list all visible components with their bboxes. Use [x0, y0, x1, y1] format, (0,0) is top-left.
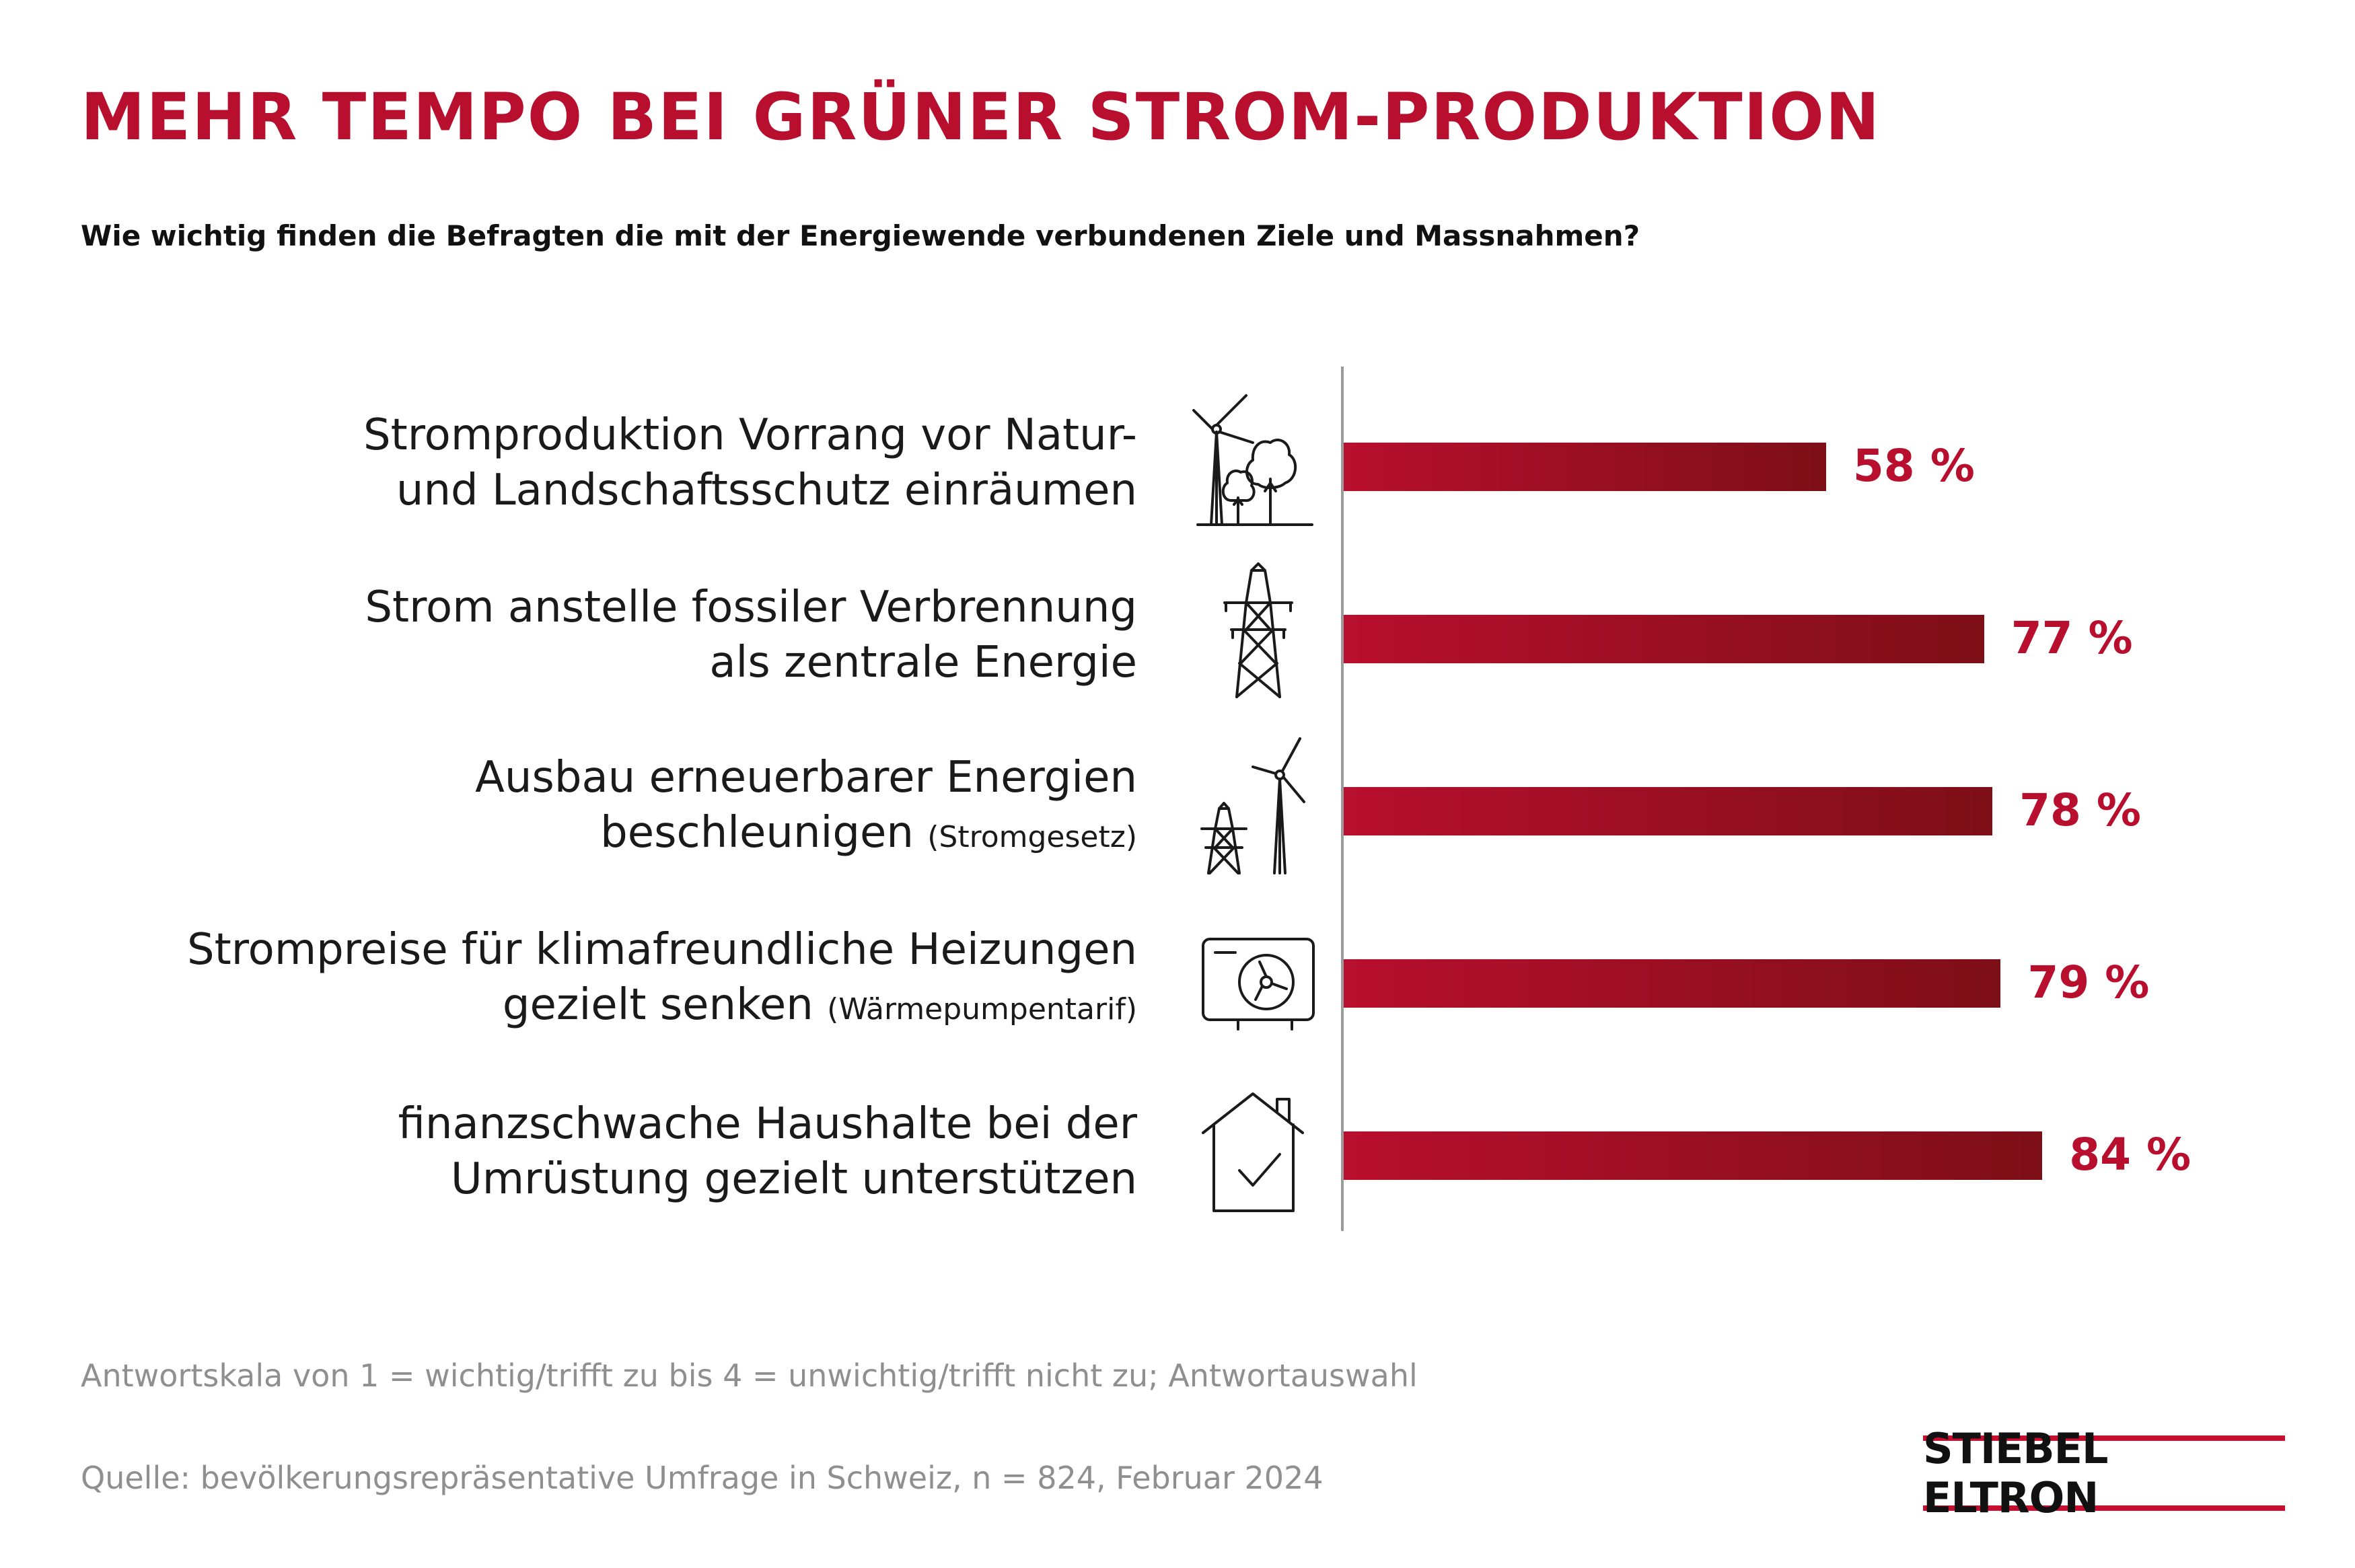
bar-row: Strom anstelle fossiler Verbrennung als z… [0, 549, 2355, 721]
category-label-text: Strompreise für klimafreundliche Heizung… [187, 924, 1137, 975]
wind-turbine-trees-icon [1192, 394, 1313, 526]
bar-row: Strompreise für klimafreundliche Heizung… [0, 893, 2355, 1066]
bar-row: Ausbau erneuerbarer Energien beschleunige… [0, 721, 2355, 893]
category-label-text: gezielt senken [502, 979, 813, 1030]
bar-value-label: 58 % [1852, 440, 1975, 492]
category-label-line: Strompreise für klimafreundliche Heizung… [187, 922, 1137, 977]
heat-pump-icon [1191, 907, 1326, 1052]
pylon-wind-turbine-icon [1191, 735, 1326, 880]
category-label-line: Ausbau erneuerbarer Energien [475, 750, 1137, 805]
category-label-line: gezielt senken (Wärmepumpentarif) [503, 977, 1137, 1037]
pylon-wind-turbine-icon [1200, 737, 1305, 874]
category-label-text: Stromproduktion Vorrang vor Natur- [363, 410, 1137, 460]
house-check-icon [1202, 1092, 1304, 1212]
bar [1344, 959, 2001, 1008]
category-note: (Wärmepumpentarif) [827, 992, 1137, 1026]
chart-axis-line [1341, 367, 1344, 1231]
chart-title: MEHR TEMPO BEI GRÜNER STROM-PRODUKTION [81, 79, 1881, 155]
bar-value-label: 84 % [2069, 1129, 2191, 1181]
category-label: Ausbau erneuerbarer Energien beschleunige… [61, 721, 1137, 893]
category-label-text: als zentrale Energie [709, 638, 1137, 687]
category-label-line: Stromproduktion Vorrang vor Natur- [363, 408, 1137, 463]
category-label-line: und Landschaftsschutz einräumen [396, 463, 1137, 518]
heat-pump-icon [1202, 938, 1315, 1031]
category-label-text: Umrüstung gezielt unterstützen [450, 1154, 1137, 1204]
bar-value-label: 78 % [2019, 784, 2142, 836]
category-label-text: und Landschaftsschutz einräumen [396, 465, 1137, 515]
bar [1344, 443, 1826, 491]
footnote-source: Quelle: bevölkerungsrepräsentative Umfra… [81, 1460, 1324, 1496]
house-check-icon [1191, 1079, 1326, 1224]
bar-value-label: 79 % [2027, 957, 2150, 1008]
category-label: Strom anstelle fossiler Verbrennung als z… [61, 549, 1137, 721]
category-label-text: Strom anstelle fossiler Verbrennung [365, 583, 1137, 632]
category-label-text: Ausbau erneuerbarer Energien [475, 752, 1137, 802]
bar-row: Stromproduktion Vorrang vor Natur-und La… [0, 377, 2355, 549]
category-label: Stromproduktion Vorrang vor Natur-und La… [61, 377, 1137, 549]
category-label-text: finanzschwache Haushalte bei der [398, 1099, 1137, 1149]
stiebel-eltron-logo: STIEBEL ELTRON [1923, 1424, 2285, 1522]
category-label-line: Umrüstung gezielt unterstützen [451, 1152, 1137, 1207]
category-label-line: als zentrale Energie [709, 635, 1137, 690]
bar [1344, 787, 1993, 835]
bar-row: finanzschwache Haushalte bei der Umrüstun… [0, 1066, 2355, 1238]
wind-turbine-trees-icon [1191, 390, 1326, 535]
bar [1344, 1131, 2043, 1180]
bar-value-label: 77 % [2010, 612, 2133, 664]
power-pylon-icon [1223, 562, 1293, 698]
category-label-line: beschleunigen (Stromgesetz) [600, 805, 1137, 865]
category-label: finanzschwache Haushalte bei der Umrüstun… [61, 1066, 1137, 1238]
category-label-line: Strom anstelle fossiler Verbrennung [365, 580, 1137, 635]
category-note: (Stromgesetz) [927, 819, 1137, 854]
bar [1344, 615, 1984, 663]
chart-subtitle: Wie wichtig finden die Befragten die mit… [81, 219, 1640, 252]
footnote-answer-scale: Antwortskala von 1 = wichtig/trifft zu b… [81, 1357, 1418, 1394]
category-label-line: finanzschwache Haushalte bei der [398, 1096, 1137, 1152]
category-label-text: beschleunigen [600, 807, 914, 858]
power-pylon-icon [1191, 562, 1326, 708]
category-label: Strompreise für klimafreundliche Heizung… [61, 893, 1137, 1066]
